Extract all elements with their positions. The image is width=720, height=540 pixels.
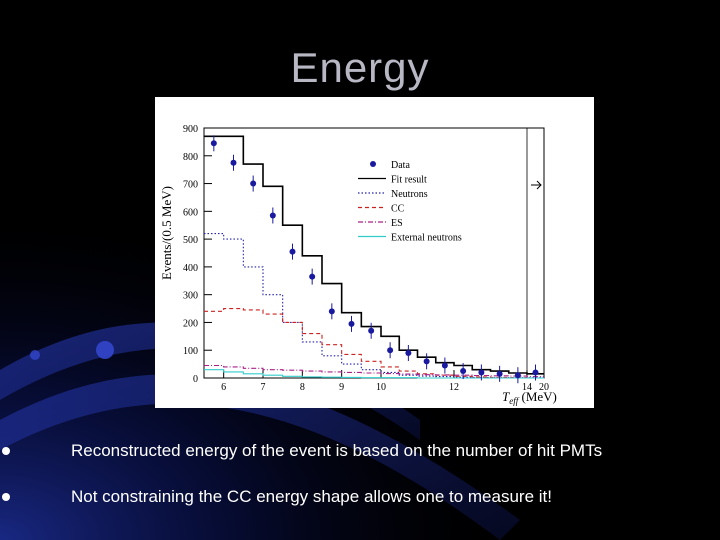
bullet-text: Not constraining the CC energy shape all…	[71, 487, 552, 506]
data-point	[368, 327, 375, 334]
data-point	[348, 320, 355, 327]
legend-label: Fit result	[391, 175, 427, 186]
bullet-text: Reconstructed energy of the event is bas…	[71, 441, 603, 460]
data-point	[328, 308, 335, 315]
chart-legend: Data Fit result Neutrons CC ES External neutr…	[358, 160, 462, 244]
chart-series	[204, 135, 544, 379]
data-point	[514, 372, 521, 379]
x-tick-label: 9	[339, 382, 344, 393]
overflow-arrow-icon	[531, 180, 542, 190]
chart-axes: 0 100 200 300 400 500 600 700 800 900 6 7 8 9 10 12 14 20	[183, 124, 549, 393]
energy-spectrum-plot: 0 100 200 300 400 500 600 700 800 900 6 7 8 9 10 12 14 20…	[155, 97, 594, 408]
y-tick-label: 300	[183, 291, 198, 302]
energy-chart: 0 100 200 300 400 500 600 700 800 900 6 7 8 9 10 12 14 20…	[159, 124, 557, 406]
legend-label: External neutrons	[391, 233, 462, 244]
legend-label: CC	[391, 204, 405, 215]
data-point	[460, 368, 467, 375]
data-point	[309, 273, 316, 280]
series-line	[204, 364, 544, 378]
legend-marker	[370, 161, 376, 167]
y-tick-label: 600	[183, 207, 198, 218]
data-point	[230, 159, 237, 166]
legend-label: Neutrons	[391, 189, 428, 200]
y-tick-label: 500	[183, 235, 198, 246]
y-tick-label: 800	[183, 152, 198, 163]
data-point	[289, 248, 296, 255]
y-tick-label: 900	[183, 124, 198, 135]
x-tick-label: 14	[522, 382, 532, 393]
y-tick-label: 400	[183, 263, 198, 274]
data-point	[441, 362, 448, 369]
series-line	[204, 233, 544, 379]
y-tick-label: 200	[183, 318, 198, 329]
legend-label: Data	[391, 160, 410, 171]
x-tick-label: 12	[449, 382, 459, 393]
bullet-dot-icon	[2, 493, 10, 501]
chart-data-points	[210, 135, 539, 384]
data-point	[269, 212, 276, 219]
data-point	[250, 180, 257, 187]
x-tick-label: 20	[539, 382, 549, 393]
y-tick-label: 0	[193, 374, 198, 385]
x-tick-label: 6	[221, 382, 226, 393]
series-line	[204, 135, 544, 375]
x-tick-label: 8	[300, 382, 305, 393]
x-tick-label: 10	[376, 382, 386, 393]
legend-label: ES	[391, 218, 403, 229]
series-line	[204, 308, 544, 379]
y-tick-label: 700	[183, 180, 198, 191]
slide-title: Energy	[290, 44, 430, 91]
data-point	[478, 369, 485, 376]
x-tick-label: 7	[261, 382, 266, 393]
data-point	[210, 140, 217, 147]
data-point	[405, 350, 412, 356]
x-axis-label: Teff (MeV)	[502, 389, 557, 406]
y-axis-label: Events/(0.5 MeV)	[159, 186, 174, 280]
data-point	[532, 369, 539, 376]
data-point	[496, 370, 503, 377]
data-point	[387, 347, 394, 354]
bullet-dot-icon	[2, 447, 10, 455]
y-tick-label: 100	[183, 346, 198, 357]
data-point	[423, 358, 430, 365]
